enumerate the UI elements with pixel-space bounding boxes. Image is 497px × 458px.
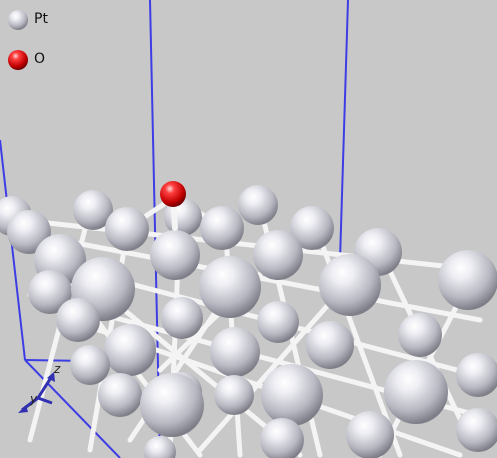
pt-atom <box>73 190 113 230</box>
pt-atom <box>260 418 304 458</box>
pt-atom <box>261 364 323 426</box>
pt-atom <box>210 327 260 377</box>
z-axis-icon <box>36 375 54 399</box>
pt-atom <box>384 360 448 424</box>
legend-label-o: O <box>34 51 46 67</box>
pt-sphere-icon <box>8 10 28 30</box>
pt-atom <box>456 408 497 452</box>
pt-atom <box>28 270 72 314</box>
pt-atom <box>144 436 176 458</box>
axis-triad <box>18 372 55 413</box>
pt-atom <box>140 373 204 437</box>
pt-atom <box>104 324 156 376</box>
o-atom <box>160 181 186 207</box>
z-axis-label: z <box>54 362 61 376</box>
pt-atom <box>346 411 394 458</box>
pt-atom <box>398 313 442 357</box>
pt-atom <box>200 206 244 250</box>
pt-atom <box>456 353 497 397</box>
pt-atom <box>319 254 381 316</box>
pt-atom <box>438 250 497 310</box>
pt-atom <box>70 345 110 385</box>
y-axis-label: y <box>30 392 38 406</box>
pt-atom <box>150 230 200 280</box>
x-axis-icon <box>37 396 53 405</box>
pt-atoms <box>0 185 497 458</box>
pt-atom <box>214 375 254 415</box>
pt-atom <box>199 256 261 318</box>
pt-atom <box>306 321 354 369</box>
pt-atom <box>105 207 149 251</box>
pt-atom <box>7 210 51 254</box>
pt-atom <box>290 206 334 250</box>
pt-atom <box>98 373 142 417</box>
legend-label-pt: Pt <box>34 11 48 27</box>
pt-atom <box>56 298 100 342</box>
o-sphere-icon <box>8 50 28 70</box>
pt-atom <box>253 230 303 280</box>
pt-atom <box>257 301 299 343</box>
pt-atom <box>238 185 278 225</box>
pt-atom <box>161 297 203 339</box>
